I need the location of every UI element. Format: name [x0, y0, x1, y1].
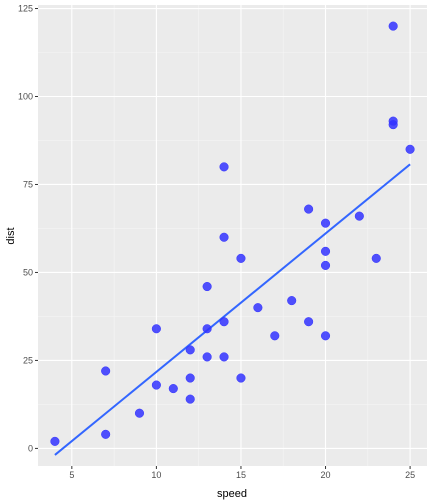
- data-point: [219, 162, 229, 172]
- y-axis-title: dist: [5, 227, 17, 244]
- data-point: [236, 373, 246, 383]
- data-point: [354, 211, 364, 221]
- data-point: [236, 253, 246, 263]
- x-tick-label: 10: [151, 470, 161, 480]
- data-point: [304, 317, 314, 327]
- data-point: [388, 21, 398, 31]
- y-tick-label: 0: [28, 443, 33, 453]
- x-tick-label: 25: [405, 470, 415, 480]
- data-point: [185, 373, 195, 383]
- data-point: [50, 436, 60, 446]
- y-tick-label: 125: [18, 4, 33, 14]
- data-point: [134, 408, 145, 418]
- data-point: [185, 394, 195, 404]
- minor-gridlines: [38, 5, 427, 466]
- data-point: [304, 204, 314, 214]
- data-point: [219, 352, 229, 362]
- data-point: [219, 232, 229, 242]
- data-point: [219, 317, 229, 327]
- x-tick-label: 20: [321, 470, 331, 480]
- data-point: [202, 352, 212, 362]
- data-point: [151, 324, 161, 334]
- y-tick-label: 50: [23, 267, 33, 277]
- y-tick-label: 25: [23, 355, 33, 365]
- regression-line-layer: [54, 163, 411, 456]
- data-point: [101, 429, 111, 439]
- y-tick-label: 100: [18, 91, 33, 101]
- regression-line: [54, 163, 411, 456]
- data-point: [405, 144, 415, 154]
- data-point: [371, 253, 381, 263]
- x-tick-label: 5: [69, 470, 74, 480]
- data-point: [287, 296, 297, 306]
- data-point: [253, 303, 263, 313]
- data-point: [320, 218, 331, 228]
- data-point: [320, 331, 331, 341]
- x-axis-ticks: 5 10 15 20 25: [69, 466, 415, 480]
- data-point: [202, 281, 212, 292]
- x-tick-label: 15: [236, 470, 246, 480]
- data-points: [50, 21, 415, 446]
- x-axis-title: speed: [217, 488, 247, 500]
- data-point: [388, 116, 398, 126]
- data-point: [320, 246, 331, 256]
- data-point: [320, 260, 331, 270]
- data-point: [185, 345, 195, 355]
- data-point: [202, 324, 212, 334]
- y-tick-label: 75: [23, 179, 33, 189]
- data-point: [168, 384, 178, 394]
- major-gridlines: [38, 5, 427, 466]
- data-point: [101, 366, 111, 376]
- panel-background: [38, 5, 427, 466]
- data-point: [151, 380, 161, 390]
- data-point: [270, 331, 280, 341]
- y-axis-ticks: 0 25 50 75 100 125: [18, 4, 38, 453]
